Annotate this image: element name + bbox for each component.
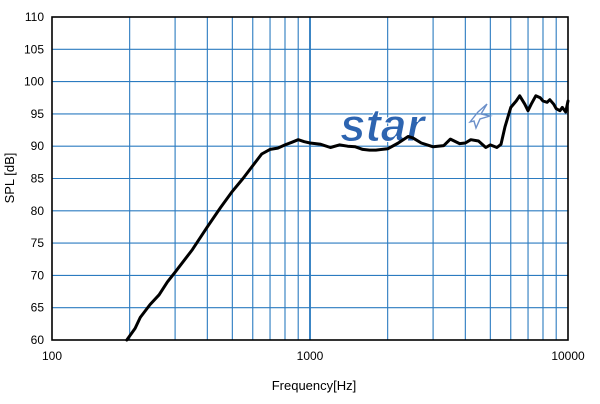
y-tick-label: 65 — [31, 301, 45, 315]
x-tick-label: 1000 — [297, 349, 324, 363]
logo-text: star — [340, 99, 426, 151]
y-axis-label: SPL [dB] — [2, 153, 17, 204]
tick-labels: 60 65 70 75 80 85 90 95 100 105 110 100 1000 10000 — [24, 10, 585, 363]
plot-frame — [51, 16, 569, 341]
x-axis-label: Frequency[Hz] — [272, 378, 357, 393]
star-logo: star — [340, 99, 493, 152]
y-tick-label: 60 — [31, 333, 45, 347]
spl-curve — [125, 94, 570, 342]
logo-star-mark — [468, 103, 493, 131]
y-tick-label: 100 — [24, 75, 44, 89]
y-tick-label: 110 — [25, 10, 44, 24]
grid-lines — [52, 17, 568, 340]
data-series — [125, 94, 570, 342]
y-tick-label: 85 — [31, 172, 45, 186]
y-tick-label: 70 — [31, 268, 45, 282]
y-tick-label: 95 — [31, 107, 45, 121]
y-tick-label: 80 — [31, 204, 45, 218]
y-tick-label: 75 — [31, 236, 45, 250]
x-tick-label: 100 — [42, 349, 62, 363]
x-tick-label: 10000 — [551, 349, 585, 363]
y-tick-label: 90 — [31, 139, 45, 153]
y-tick-label: 105 — [24, 42, 44, 56]
